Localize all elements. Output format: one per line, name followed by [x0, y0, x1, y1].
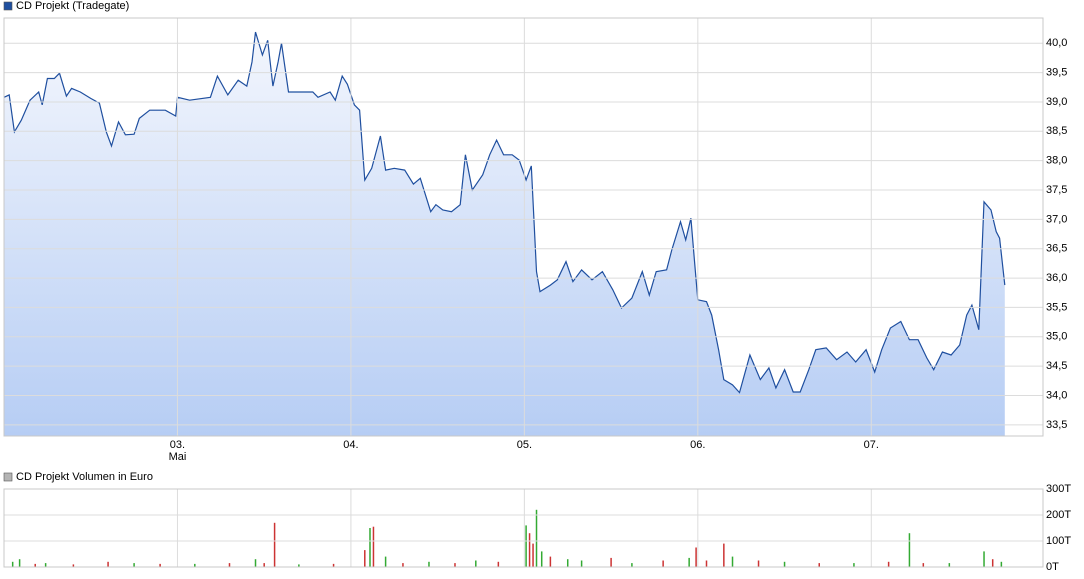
volume-bar — [18, 559, 21, 567]
x-tick-label: 06. — [690, 439, 705, 451]
volume-bar — [580, 560, 583, 567]
volume-bar — [72, 564, 75, 567]
y-tick-label: 36,0 — [1046, 272, 1067, 284]
y-tick-label: 0T — [1046, 561, 1059, 573]
volume-bar — [887, 561, 890, 567]
volume-bar — [723, 543, 725, 567]
y-tick-label: 38,5 — [1046, 125, 1067, 137]
x-tick-label: 04. — [343, 439, 358, 451]
volume-bar — [688, 557, 690, 567]
y-tick-label: 35,0 — [1046, 331, 1067, 343]
y-tick-label: 300T — [1046, 483, 1071, 495]
volume-bar — [384, 556, 387, 567]
volume-bar — [11, 561, 14, 567]
plot-border — [3, 17, 1044, 437]
volume-bar — [263, 563, 265, 567]
y-tick-label: 33,5 — [1046, 419, 1067, 431]
volume-bar — [731, 556, 734, 567]
y-tick-label: 39,5 — [1046, 67, 1067, 79]
y-tick-label: 34,0 — [1046, 389, 1067, 401]
volume-bar — [332, 563, 335, 567]
volume-bar — [818, 563, 820, 567]
x-tick-label: 03. — [170, 439, 185, 451]
volume-bar — [705, 560, 708, 567]
y-tick-label: 36,5 — [1046, 243, 1067, 255]
legend-swatch — [3, 472, 13, 482]
volume-bar — [540, 551, 543, 567]
volume-bar — [948, 563, 951, 567]
volume-bar — [922, 563, 925, 567]
volume-bar — [610, 557, 612, 567]
volume-bar — [254, 559, 257, 567]
volume-bar — [364, 550, 366, 567]
volume-bar — [107, 561, 109, 567]
volume-bar — [428, 561, 430, 567]
plot-frame — [3, 488, 1044, 568]
volume-bar — [194, 563, 196, 567]
volume-bar — [475, 560, 477, 567]
volume-bar — [34, 563, 36, 567]
volume-bar — [783, 561, 786, 567]
volume-bar — [454, 563, 456, 567]
y-tick-label: 200T — [1046, 509, 1071, 521]
y-tick-label: 38,0 — [1046, 155, 1067, 167]
x-tick-label: 07. — [864, 439, 879, 451]
y-tick-label: 39,0 — [1046, 96, 1067, 108]
volume-bar — [757, 560, 760, 567]
volume-bar — [298, 564, 300, 567]
volume-bar — [662, 560, 664, 567]
volume-bar — [402, 563, 404, 567]
volume-bar — [44, 563, 47, 567]
volume-bar — [528, 533, 531, 567]
volume-bar — [525, 525, 527, 567]
volume-bar — [159, 563, 161, 567]
y-tick-label: 100T — [1046, 535, 1071, 547]
volume-bar — [1000, 561, 1003, 567]
area-fill — [4, 32, 1005, 436]
x-sublabel: Mai — [169, 451, 187, 463]
volume-bar — [853, 563, 855, 567]
volume-bar — [549, 556, 552, 567]
volume-bar — [535, 509, 538, 567]
y-tick-label: 34,5 — [1046, 360, 1067, 372]
volume-bar — [695, 547, 697, 567]
volume-bar — [532, 543, 534, 567]
y-tick-label: 37,5 — [1046, 184, 1067, 196]
volume-bar — [372, 526, 375, 567]
volume-bar — [369, 528, 371, 567]
plot-border — [3, 488, 1044, 568]
legend-label: CD Projekt Volumen in Euro — [16, 471, 153, 483]
x-tick-label: 05. — [517, 439, 532, 451]
volume-bar — [991, 559, 994, 567]
volume-bar — [908, 533, 911, 567]
volume-bar — [133, 563, 135, 567]
legend-swatch — [3, 1, 13, 11]
volume-bar — [497, 561, 500, 567]
y-tick-label: 35,5 — [1046, 301, 1067, 313]
volume-bar — [631, 563, 633, 567]
price-line — [3, 31, 1006, 394]
y-tick-label: 40,0 — [1046, 37, 1067, 49]
legend-label: CD Projekt (Tradegate) — [16, 0, 129, 12]
volume-bar — [983, 551, 985, 567]
volume-bar — [273, 522, 276, 567]
y-tick-label: 37,0 — [1046, 213, 1067, 225]
volume-bar — [228, 563, 231, 567]
volume-bar — [566, 559, 569, 567]
